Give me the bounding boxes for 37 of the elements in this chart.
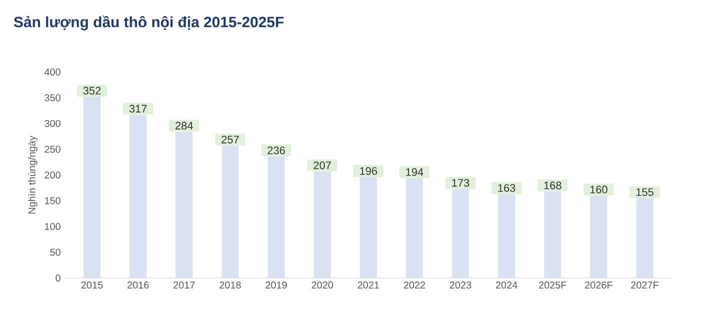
- x-tick-label: 2022: [404, 282, 426, 289]
- data-label: 163: [498, 184, 516, 192]
- data-label: 194: [406, 168, 424, 176]
- x-tick-label: 2017: [174, 282, 195, 289]
- data-label: 352: [83, 86, 101, 95]
- data-label: 196: [360, 167, 378, 175]
- y-tick-label: 100: [44, 222, 60, 230]
- y-axis-title: Nghìn thùng/ngày: [28, 136, 38, 214]
- data-label: 160: [590, 186, 608, 194]
- x-tick-label: 2023: [450, 282, 472, 289]
- data-label: 155: [636, 188, 654, 196]
- data-label: 236: [268, 146, 285, 154]
- data-label: 284: [176, 122, 193, 130]
- x-tick-label: 2016: [127, 282, 149, 289]
- x-tick-label: 2015: [81, 282, 103, 289]
- data-label: 257: [222, 136, 239, 144]
- y-tick-label: 300: [44, 120, 60, 128]
- y-tick-label: 150: [44, 197, 60, 204]
- x-tick-label: 2027F: [631, 282, 658, 289]
- y-tick-label: 400: [44, 68, 60, 76]
- y-tick-label: 350: [44, 94, 60, 102]
- data-label: 173: [452, 178, 470, 187]
- x-tick-label: 2021: [358, 282, 379, 289]
- x-tick-label: 2020: [312, 282, 334, 289]
- x-tick-label: 2018: [220, 282, 241, 289]
- y-tick-label: 250: [44, 146, 60, 153]
- data-label: 168: [544, 182, 562, 190]
- x-tick-label: 2025F: [538, 282, 566, 289]
- data-label: 317: [129, 104, 147, 113]
- y-tick-label: 200: [44, 171, 60, 179]
- y-tick-label: 0: [56, 274, 60, 282]
- chart-title: Sản lượng dầu thô nội địa 2015-2025F: [14, 16, 284, 30]
- data-label: 207: [314, 161, 331, 170]
- x-tick-label: 2024: [496, 282, 518, 289]
- y-tick-label: 50: [50, 248, 60, 256]
- x-tick-label: 2026F: [585, 282, 612, 289]
- x-tick-label: 2019: [266, 282, 287, 289]
